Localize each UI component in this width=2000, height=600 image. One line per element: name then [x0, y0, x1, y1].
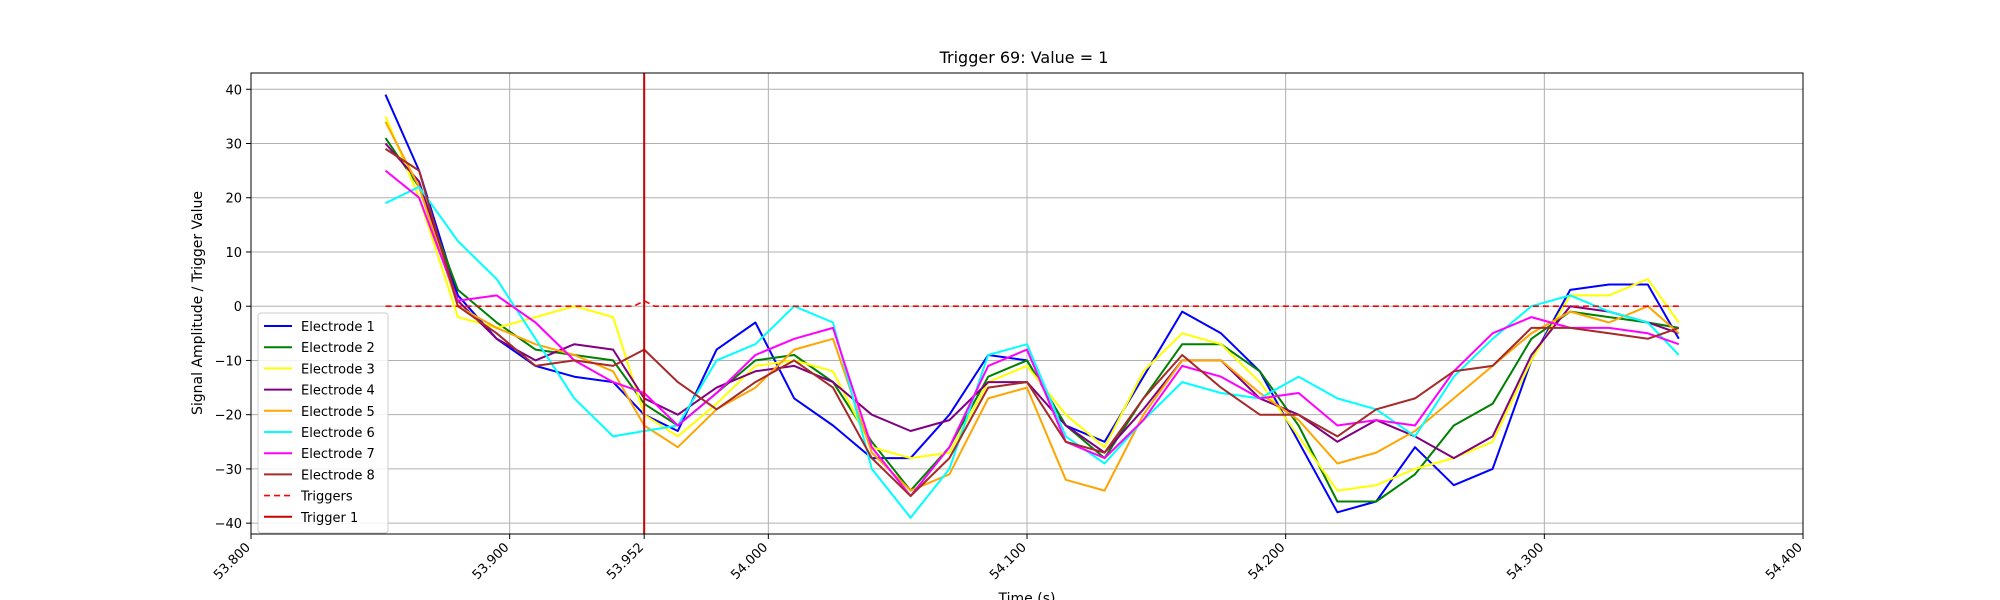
legend-label: Electrode 7: [301, 447, 375, 462]
series-line-electrode-2: [384, 137, 1679, 503]
series-line-electrode-6: [385, 185, 1680, 519]
x-ticks: 53.800 53.900 53.952 54.000 54.100 54.200 54.3…: [211, 534, 1806, 583]
x-tick-label: 54.000: [728, 540, 771, 583]
series-line-electrode-8: [384, 148, 1680, 497]
y-tick-label: −10: [215, 354, 242, 369]
y-tick-label: 20: [225, 192, 242, 207]
legend-label: Electrode 3: [301, 362, 375, 377]
series-line-electrode-3: [384, 116, 1680, 492]
y-tick-label: −40: [215, 517, 242, 532]
legend-label: Electrode 5: [301, 405, 375, 420]
legend-label: Electrode 2: [301, 341, 375, 356]
y-tick-label: 0: [234, 300, 242, 315]
y-tick-label: 30: [225, 138, 242, 153]
legend-label: Electrode 1: [301, 320, 375, 335]
legend-label: Triggers: [300, 490, 353, 505]
x-tick-label: 54.400: [1763, 540, 1806, 583]
y-tick-label: −20: [215, 409, 242, 424]
legend-label: Electrode 8: [301, 468, 375, 483]
y-axis-label: Signal Amplitude / Trigger Value: [190, 191, 206, 415]
y-tick-label: 10: [225, 246, 242, 261]
x-tick-label: 54.300: [1504, 540, 1547, 583]
x-tick-label: 53.952: [604, 540, 647, 583]
x-tick-label: 54.200: [1246, 540, 1289, 583]
series-line-electrode-4: [384, 142, 1680, 460]
x-tick-label: 54.100: [987, 540, 1030, 583]
grid: [250, 73, 1804, 534]
legend: Electrode 1 Electrode 2 Electrode 3 Electro…: [257, 312, 389, 534]
series-line-electrode-5: [384, 121, 1680, 492]
y-ticks: 40 30 20 10 0 −10 −20 −30 −40: [215, 83, 251, 532]
y-tick-label: 40: [225, 83, 242, 98]
x-tick-label: 53.900: [470, 540, 513, 583]
triggers-line: [385, 299, 1679, 308]
series-line-electrode-7: [384, 169, 1680, 497]
x-tick-label: 53.800: [211, 540, 254, 583]
series-line-electrode-1: [384, 94, 1680, 514]
legend-label: Electrode 6: [301, 426, 375, 441]
plot-lines: [384, 73, 1680, 534]
legend-label: Electrode 4: [301, 384, 375, 399]
x-axis-label: Time (s): [998, 591, 1056, 600]
y-tick-label: −30: [215, 463, 242, 478]
legend-label: Trigger 1: [300, 511, 358, 526]
chart-title: Trigger 69: Value = 1: [939, 48, 1109, 67]
